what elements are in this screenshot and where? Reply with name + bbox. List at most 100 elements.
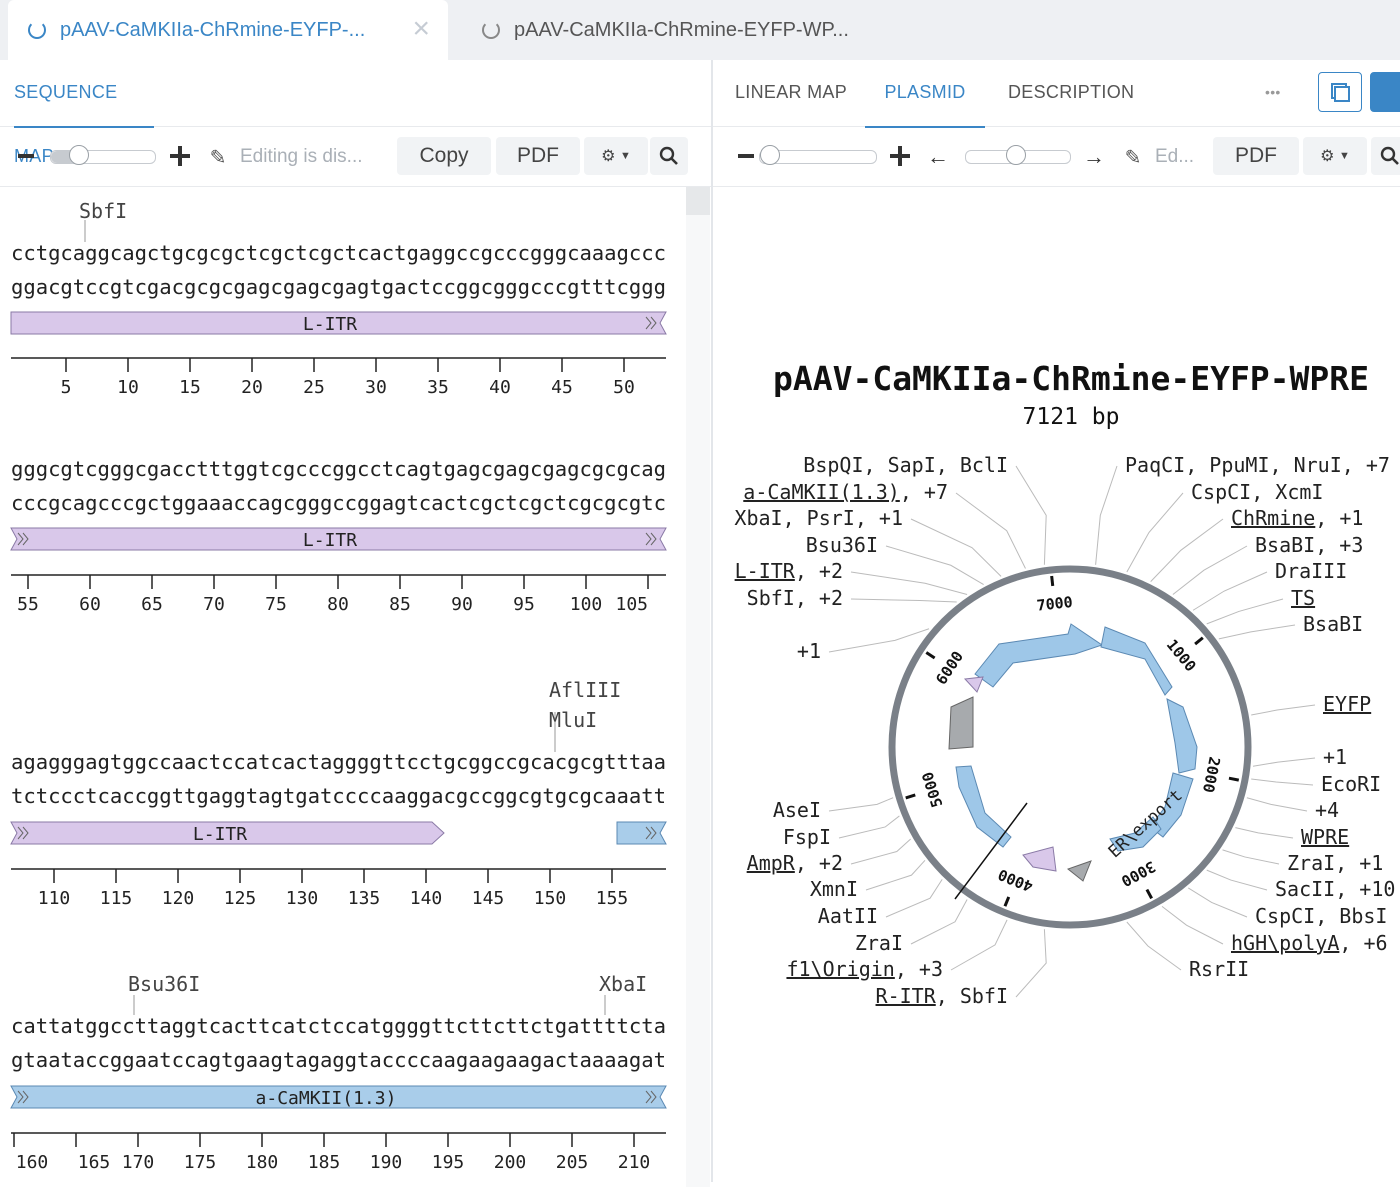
settings-dropdown[interactable]: ⚙ ▼ xyxy=(584,137,648,175)
zoom-in-button[interactable] xyxy=(170,146,190,166)
map-label[interactable]: Bsu36I xyxy=(806,533,878,557)
map-label-name[interactable]: WPRE xyxy=(1301,825,1349,849)
feature-chrmine-arc[interactable] xyxy=(1100,626,1173,696)
copy-button[interactable]: Copy xyxy=(397,137,491,175)
map-label[interactable]: AseI xyxy=(773,798,821,822)
pdf-button[interactable]: PDF xyxy=(1213,137,1299,175)
cut-site-label[interactable]: SbfI xyxy=(79,199,127,223)
slider-knob[interactable] xyxy=(760,145,780,165)
map-label-name[interactable]: PaqCI, PpuMI, NruI, +7 xyxy=(1125,453,1390,477)
map-label[interactable]: AmpR, +2 xyxy=(747,851,843,875)
map-label-name[interactable]: +1 xyxy=(797,639,821,663)
map-label[interactable]: CspCI, BbsI xyxy=(1255,904,1387,928)
map-label[interactable]: EYFP xyxy=(1323,692,1371,716)
feature-l-itr[interactable]: L-ITR xyxy=(10,527,667,551)
map-label[interactable]: BspQI, SapI, BclI xyxy=(803,453,1008,477)
map-label[interactable]: SbfI, +2 xyxy=(747,586,843,610)
more-options-icon[interactable]: ••• xyxy=(1265,84,1281,100)
pdf-button[interactable]: PDF xyxy=(496,137,580,175)
map-label-name[interactable]: FspI xyxy=(783,825,831,849)
map-label[interactable]: f1\Origin, +3 xyxy=(786,957,943,981)
map-label-name[interactable]: a-CaMKII(1.3) xyxy=(743,480,900,504)
feature-wpre-arc[interactable] xyxy=(1109,816,1162,852)
map-label[interactable]: R-ITR, SbfI xyxy=(876,984,1008,1008)
map-label-name[interactable]: BsaBI xyxy=(1303,612,1363,636)
open-external-button[interactable] xyxy=(1370,72,1400,112)
map-label[interactable]: XmnI xyxy=(810,877,858,901)
feature-ts-arc[interactable] xyxy=(1149,772,1194,838)
map-label[interactable]: +1 xyxy=(797,639,821,663)
search-button[interactable] xyxy=(1371,137,1400,175)
scrollbar[interactable] xyxy=(686,187,710,1187)
map-label-name[interactable]: L-ITR xyxy=(735,559,796,583)
zoom-slider[interactable] xyxy=(759,145,877,165)
map-label[interactable]: ZraI xyxy=(855,931,903,955)
scrollbar-thumb[interactable] xyxy=(686,187,710,215)
map-label-name[interactable]: SbfI, +2 xyxy=(747,586,843,610)
map-label[interactable]: FspI xyxy=(783,825,831,849)
zoom-slider[interactable] xyxy=(50,145,156,165)
map-label[interactable]: AatII xyxy=(818,904,878,928)
feature-ori-arc[interactable] xyxy=(948,696,974,750)
map-label[interactable]: a-CaMKII(1.3), +7 xyxy=(743,480,948,504)
map-label[interactable]: PaqCI, PpuMI, NruI, +7 xyxy=(1125,453,1390,477)
map-label-name[interactable]: BsaBI, +3 xyxy=(1255,533,1363,557)
map-label-name[interactable]: XbaI, PsrI, +1 xyxy=(734,506,903,530)
zoom-in-button[interactable] xyxy=(890,146,910,166)
feature-l-itr[interactable]: L-ITR xyxy=(10,821,445,845)
zoom-out-button[interactable] xyxy=(738,154,754,158)
tab-sequence-map[interactable]: SEQUENCE MAP xyxy=(14,60,154,166)
map-label-name[interactable]: ZraI, +1 xyxy=(1287,851,1383,875)
cut-site-label[interactable]: MluI xyxy=(549,708,597,732)
map-label-name[interactable]: RsrII xyxy=(1189,957,1249,981)
map-label[interactable]: ZraI, +1 xyxy=(1287,851,1383,875)
map-label-name[interactable]: XmnI xyxy=(810,877,858,901)
map-label[interactable]: XbaI, PsrI, +1 xyxy=(734,506,903,530)
map-label[interactable]: DraIII xyxy=(1275,559,1347,583)
map-label[interactable]: L-ITR, +2 xyxy=(735,559,843,583)
feature-eyfp-arc[interactable] xyxy=(1166,698,1198,774)
tab-linear-map[interactable]: LINEAR MAP xyxy=(735,82,848,102)
map-label[interactable]: TS xyxy=(1291,586,1315,610)
map-label[interactable]: ChRmine, +1 xyxy=(1231,506,1363,530)
map-label[interactable]: BsaBI, +3 xyxy=(1255,533,1363,557)
map-label-name[interactable]: +1 xyxy=(1323,745,1347,769)
map-label-name[interactable]: TS xyxy=(1291,586,1315,610)
map-label-name[interactable]: f1\Origin xyxy=(786,957,894,981)
map-label-name[interactable]: +4 xyxy=(1315,798,1339,822)
tab-description[interactable]: DESCRIPTION xyxy=(1008,82,1135,102)
map-label[interactable]: RsrII xyxy=(1189,957,1249,981)
map-label-name[interactable]: EcoRI xyxy=(1321,772,1381,796)
map-label[interactable]: EcoRI xyxy=(1321,772,1381,796)
feature-a-camkii[interactable] xyxy=(616,821,667,845)
search-button[interactable] xyxy=(650,137,688,175)
map-label[interactable]: CspCI, XcmI xyxy=(1191,480,1323,504)
map-label-name[interactable]: AatII xyxy=(818,904,878,928)
map-label-name[interactable]: SacII, +10 xyxy=(1275,877,1395,901)
map-label[interactable]: BsaBI xyxy=(1303,612,1363,636)
map-label[interactable]: WPRE xyxy=(1301,825,1349,849)
rotate-right-icon[interactable]: → xyxy=(1083,144,1105,169)
map-label[interactable]: +1 xyxy=(1323,745,1347,769)
map-label-name[interactable]: EYFP xyxy=(1323,692,1371,716)
feature-l-itr-arrow[interactable] xyxy=(963,676,984,693)
map-label-name[interactable]: hGH\polyA xyxy=(1231,931,1339,955)
map-label-name[interactable]: AseI xyxy=(773,798,821,822)
duplicate-view-button[interactable] xyxy=(1318,72,1362,112)
map-label-name[interactable]: CspCI, BbsI xyxy=(1255,904,1387,928)
settings-dropdown[interactable]: ⚙ ▼ xyxy=(1303,137,1367,175)
map-label-name[interactable]: BspQI, SapI, BclI xyxy=(803,453,1008,477)
feature-r-itr-arrow[interactable] xyxy=(1022,846,1057,872)
rotate-left-icon[interactable]: ← xyxy=(927,144,949,169)
map-label[interactable]: +4 xyxy=(1315,798,1339,822)
feature-f1-origin-arrow[interactable] xyxy=(1066,860,1092,882)
map-label-name[interactable]: ChRmine xyxy=(1231,506,1315,530)
slider-knob[interactable] xyxy=(1006,145,1026,165)
feature-l-itr[interactable]: L-ITR xyxy=(10,311,667,335)
map-label[interactable]: hGH\polyA, +6 xyxy=(1231,931,1388,955)
rotation-slider[interactable] xyxy=(965,145,1071,165)
map-label-name[interactable]: CspCI, XcmI xyxy=(1191,480,1323,504)
tab-plasmid-2[interactable]: pAAV-CaMKIIa-ChRmine-EYFP-WP... xyxy=(462,0,982,60)
map-label-name[interactable]: AmpR xyxy=(747,851,796,875)
feature-a-camkii[interactable]: a-CaMKII(1.3) xyxy=(10,1085,667,1109)
